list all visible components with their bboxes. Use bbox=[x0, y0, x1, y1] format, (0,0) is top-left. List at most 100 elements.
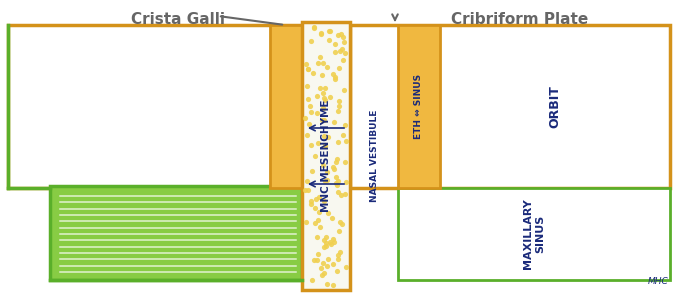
Point bbox=[330, 74, 341, 79]
Point bbox=[314, 54, 325, 59]
Point bbox=[303, 188, 314, 192]
Point bbox=[300, 187, 311, 192]
Point bbox=[332, 157, 342, 162]
Point bbox=[314, 86, 325, 91]
Point bbox=[337, 222, 348, 227]
Point bbox=[312, 218, 323, 223]
Point bbox=[327, 237, 338, 241]
Point bbox=[309, 257, 320, 262]
Bar bbox=[302, 22, 350, 290]
Bar bbox=[398, 25, 440, 188]
Text: NASAL VESTIBULE: NASAL VESTIBULE bbox=[371, 110, 379, 202]
Point bbox=[318, 261, 329, 266]
Bar bbox=[270, 25, 302, 188]
Point bbox=[308, 25, 319, 30]
Point bbox=[307, 168, 318, 173]
Point bbox=[332, 178, 343, 183]
Point bbox=[306, 202, 316, 207]
Point bbox=[305, 142, 316, 147]
Point bbox=[314, 209, 325, 214]
Point bbox=[320, 143, 331, 148]
Point bbox=[317, 273, 328, 278]
Point bbox=[327, 283, 338, 288]
Point bbox=[340, 264, 351, 269]
Point bbox=[308, 25, 319, 30]
Point bbox=[325, 95, 336, 100]
Point bbox=[332, 108, 343, 113]
Point bbox=[305, 109, 316, 114]
Point bbox=[306, 278, 317, 282]
Point bbox=[313, 251, 324, 256]
Point bbox=[299, 115, 310, 120]
Point bbox=[332, 182, 342, 187]
Point bbox=[315, 31, 326, 35]
Point bbox=[340, 138, 351, 143]
Point bbox=[331, 269, 342, 274]
Point bbox=[311, 111, 322, 116]
Point bbox=[312, 234, 323, 239]
Point bbox=[313, 195, 324, 199]
Bar bbox=[398, 188, 670, 280]
Point bbox=[321, 263, 332, 268]
Point bbox=[335, 249, 346, 254]
Point bbox=[333, 139, 344, 144]
Point bbox=[321, 244, 332, 249]
Point bbox=[312, 141, 323, 146]
Point bbox=[301, 179, 312, 184]
Point bbox=[333, 103, 344, 108]
Point bbox=[321, 65, 332, 69]
Point bbox=[325, 239, 336, 244]
Point bbox=[309, 205, 320, 210]
Point bbox=[315, 265, 326, 270]
Point bbox=[329, 50, 340, 55]
Point bbox=[315, 225, 326, 230]
Point bbox=[309, 220, 320, 225]
Text: Crista Galli: Crista Galli bbox=[131, 12, 225, 27]
Point bbox=[311, 257, 322, 262]
Point bbox=[302, 96, 313, 101]
Point bbox=[317, 117, 328, 122]
Point bbox=[323, 29, 334, 34]
Point bbox=[331, 159, 342, 164]
Point bbox=[340, 160, 351, 165]
Point bbox=[333, 33, 344, 38]
Text: MNC MESENCHYME: MNC MESENCHYME bbox=[321, 100, 331, 212]
Point bbox=[328, 72, 339, 77]
Point bbox=[319, 245, 330, 249]
Point bbox=[302, 84, 313, 88]
Point bbox=[319, 271, 330, 275]
Point bbox=[317, 106, 328, 111]
Point bbox=[340, 51, 351, 55]
Point bbox=[307, 70, 318, 75]
Point bbox=[332, 252, 343, 257]
Text: ETH ⇔ SINUS: ETH ⇔ SINUS bbox=[414, 74, 423, 139]
Point bbox=[319, 237, 329, 242]
Point bbox=[334, 48, 345, 53]
Point bbox=[338, 39, 349, 44]
Point bbox=[328, 119, 339, 124]
Point bbox=[339, 123, 350, 128]
Point bbox=[322, 170, 333, 175]
Point bbox=[319, 199, 329, 204]
Point bbox=[322, 256, 333, 261]
Point bbox=[312, 61, 323, 66]
Point bbox=[327, 261, 338, 266]
Point bbox=[325, 29, 336, 34]
Text: ORBIT: ORBIT bbox=[549, 85, 562, 128]
Point bbox=[323, 135, 334, 139]
Point bbox=[301, 62, 312, 67]
Point bbox=[336, 47, 347, 52]
Point bbox=[325, 241, 336, 246]
Bar bbox=[350, 25, 670, 188]
Point bbox=[317, 73, 328, 78]
Point bbox=[303, 67, 314, 72]
Point bbox=[326, 216, 337, 221]
Point bbox=[324, 38, 335, 42]
Point bbox=[330, 175, 341, 180]
Point bbox=[317, 163, 328, 168]
Point bbox=[301, 220, 312, 225]
Point bbox=[334, 228, 345, 233]
Point bbox=[303, 122, 314, 127]
Point bbox=[321, 234, 332, 239]
Point bbox=[322, 211, 333, 216]
